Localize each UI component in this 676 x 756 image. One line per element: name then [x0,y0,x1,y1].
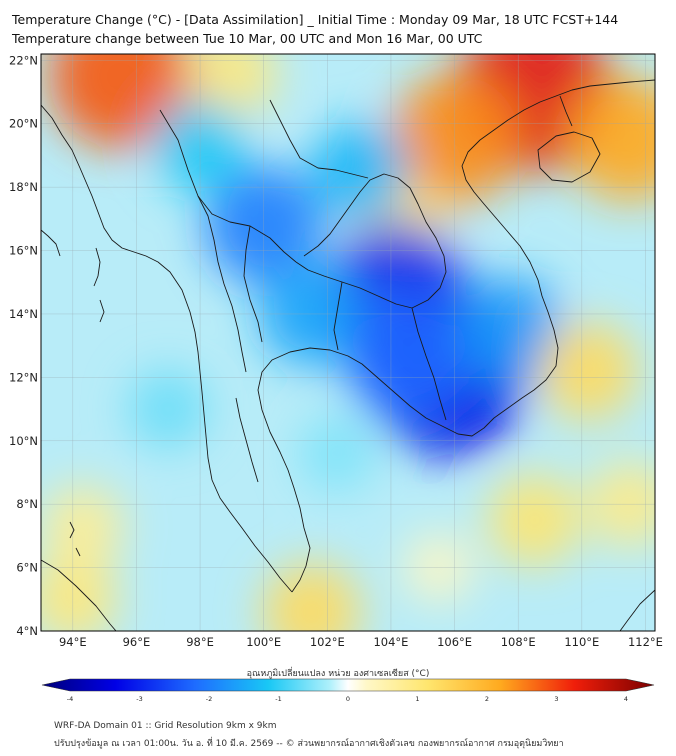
map-subtitle: Temperature change between Tue 10 Mar, 0… [12,31,483,46]
colorbar-tick-label: -2 [206,695,212,703]
latitude-label: 20°N [9,117,38,131]
longitude-label: 112°E [628,635,663,649]
longitude-label: 96°E [123,635,151,649]
anomaly-blob [298,415,375,492]
longitude-label: 100°E [246,635,281,649]
anomaly-blob [454,275,563,384]
anomaly-blob [309,122,409,221]
anomaly-blob [567,77,655,202]
colorbar-tick-label: -1 [275,695,281,703]
anomaly-field [41,54,655,631]
colorbar-tick-label: -4 [67,695,73,703]
longitude-labels: 94°E 96°E 98°E 100°E 102°E 104°E 106°E 108°E 110… [59,635,663,649]
latitude-label: 6°N [16,561,38,575]
latitude-label: 18°N [9,180,38,194]
coastlines-borders [41,79,655,631]
anomaly-blob [41,554,118,631]
latitude-label: 4°N [16,624,38,638]
map-title: Temperature Change (°C) - [Data Assimila… [12,12,619,27]
anomaly-blob [48,54,193,148]
map-frame [40,53,656,632]
temperature-change-map: 22°N 20°N 18°N 16°N 14°N 12°N 10°N 8°N 6°N 4°N 94… [9,53,663,649]
longitude-label: 102°E [310,635,345,649]
anomaly-blob [128,369,208,449]
latitude-label: 16°N [9,244,38,258]
longitude-label: 108°E [501,635,536,649]
latitude-label: 14°N [9,307,38,321]
anomaly-blob [262,562,361,631]
latitude-label: 8°N [16,497,38,511]
colorbar-tick-label: 2 [485,695,489,703]
anomaly-blob [538,321,638,421]
colorbar-tick-label: -3 [136,695,142,703]
colorbar-tick-label: 3 [554,695,558,703]
anomaly-blob [41,485,124,568]
longitude-label: 110°E [564,635,599,649]
colorbar: -4 -3 -2 -1 0 1 2 3 4 [41,678,655,703]
colorbar-title: อุณหภูมิเปลี่ยนแปลง หน่วย องศาเซลเซียส (… [246,669,430,679]
latitude-label: 22°N [9,53,38,67]
latitude-label: 10°N [9,434,38,448]
latitude-labels: 22°N 20°N 18°N 16°N 14°N 12°N 10°N 8°N 6°N 4°N [9,53,38,638]
colorbar-tick-label: 4 [624,695,628,703]
longitude-label: 98°E [186,635,214,649]
footer-model-info: WRF-DA Domain 01 :: Grid Resolution 9km … [54,721,277,731]
anomaly-blob [488,474,581,567]
colorbar-tick-label: 1 [415,695,419,703]
colorbar-gradient [41,678,655,692]
longitude-label: 94°E [59,635,87,649]
latitude-label: 12°N [9,370,38,384]
longitude-label: 106°E [437,635,472,649]
footer-update-info: ปรับปรุงข้อมูล ณ เวลา 01:00น. วัน อ. ที่… [54,739,564,749]
colorbar-tick-label: 0 [346,695,350,703]
longitude-label: 104°E [373,635,408,649]
colorbar-ticks: -4 -3 -2 -1 0 1 2 3 4 [67,695,628,703]
anomaly-blob [344,296,469,421]
graticule [41,54,655,631]
